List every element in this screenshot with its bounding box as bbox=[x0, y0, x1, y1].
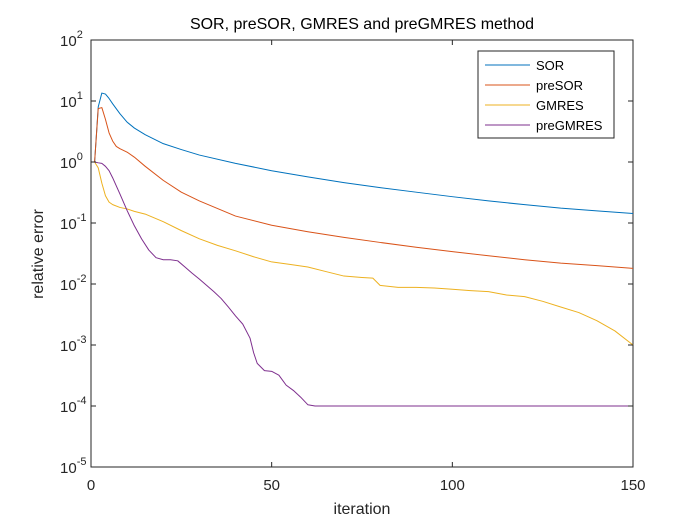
series-line-pregmres bbox=[94, 161, 633, 407]
y-tick-label: 100 bbox=[60, 151, 83, 172]
legend-label-sor: SOR bbox=[536, 58, 564, 73]
y-tick-label: 10-1 bbox=[60, 212, 86, 233]
series-line-gmres bbox=[94, 161, 634, 346]
y-tick-label: 102 bbox=[60, 29, 83, 50]
series-line-sor bbox=[94, 92, 634, 215]
x-tick-label: 0 bbox=[87, 477, 95, 494]
chart-title: SOR, preSOR, GMRES and preGMRES method bbox=[190, 16, 534, 33]
y-tick-label: 10-5 bbox=[60, 456, 86, 477]
series-line-presor bbox=[94, 107, 634, 269]
legend-label-gmres: GMRES bbox=[536, 98, 584, 113]
y-tick-label: 10-2 bbox=[60, 273, 86, 294]
legend-label-pregmres: preGMRES bbox=[536, 118, 603, 133]
legend: SOR preSOR GMRES preGMRES bbox=[477, 50, 615, 139]
x-tick-label: 100 bbox=[440, 477, 465, 494]
x-tick-label: 150 bbox=[620, 477, 645, 494]
x-tick-label: 50 bbox=[263, 477, 280, 494]
axis-ticks: 0 50 100 150 10-5 10-4 10-3 10-2 10-1 100 101 102 bbox=[60, 29, 646, 494]
y-tick-label: 10-3 bbox=[60, 334, 86, 355]
y-tick-label: 101 bbox=[60, 90, 83, 111]
y-axis-label: relative error bbox=[30, 208, 47, 298]
legend-label-presor: preSOR bbox=[536, 78, 583, 93]
x-axis-label: iteration bbox=[334, 501, 391, 518]
y-tick-label: 10-4 bbox=[60, 395, 86, 416]
series-layer bbox=[94, 92, 634, 407]
